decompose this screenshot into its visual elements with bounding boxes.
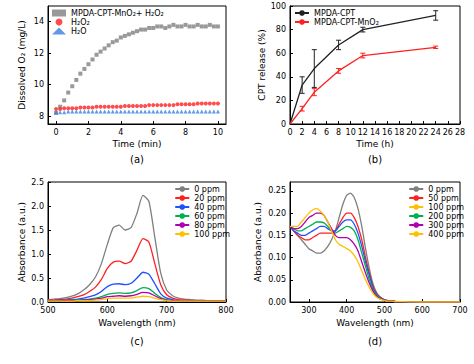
svg-text:0: 0: [281, 120, 286, 129]
svg-text:Absorbance (a.u.): Absorbance (a.u.): [17, 202, 27, 282]
svg-text:16: 16: [382, 128, 392, 137]
svg-text:H₂O: H₂O: [71, 27, 87, 36]
svg-text:(d): (d): [368, 336, 382, 347]
svg-text:20: 20: [276, 96, 286, 105]
svg-text:200 ppm: 200 ppm: [428, 212, 464, 221]
svg-text:50 ppm: 50 ppm: [428, 194, 459, 203]
svg-text:0.10: 0.10: [268, 253, 286, 262]
svg-text:0 ppm: 0 ppm: [428, 185, 454, 194]
svg-text:500: 500: [377, 306, 392, 315]
svg-text:8: 8: [183, 128, 188, 137]
svg-text:Wavelength (nm): Wavelength (nm): [336, 318, 414, 328]
svg-text:Wavelength (nm): Wavelength (nm): [98, 318, 176, 328]
svg-text:500: 500: [40, 306, 55, 315]
svg-text:300: 300: [301, 306, 316, 315]
svg-text:Time (h): Time (h): [355, 139, 394, 149]
svg-text:4: 4: [118, 128, 123, 137]
svg-text:800: 800: [218, 306, 233, 315]
svg-text:0 ppm: 0 ppm: [194, 185, 220, 194]
svg-text:0.5: 0.5: [31, 274, 44, 283]
svg-text:Dissolved O₂ (mg/L): Dissolved O₂ (mg/L): [17, 20, 27, 109]
svg-text:80 ppm: 80 ppm: [194, 221, 225, 230]
svg-text:2.5: 2.5: [31, 178, 44, 187]
svg-text:8: 8: [39, 112, 44, 121]
svg-text:400: 400: [339, 306, 354, 315]
svg-text:700: 700: [159, 306, 174, 315]
svg-text:10: 10: [34, 80, 44, 89]
svg-text:24: 24: [431, 128, 441, 137]
svg-text:12: 12: [34, 49, 44, 58]
svg-text:40 ppm: 40 ppm: [194, 203, 225, 212]
svg-text:60: 60: [276, 49, 286, 58]
svg-text:100: 100: [271, 2, 286, 11]
svg-text:40: 40: [276, 72, 286, 81]
svg-text:18: 18: [394, 128, 404, 137]
svg-text:(c): (c): [130, 336, 143, 347]
svg-text:Absorbance (a.u.): Absorbance (a.u.): [253, 202, 263, 282]
svg-text:0: 0: [54, 128, 59, 137]
svg-text:100 ppm: 100 ppm: [194, 230, 230, 239]
svg-text:0.15: 0.15: [268, 231, 286, 240]
svg-text:22: 22: [418, 128, 428, 137]
svg-text:28: 28: [455, 128, 465, 137]
svg-text:0.20: 0.20: [268, 209, 286, 218]
svg-text:80: 80: [276, 25, 286, 34]
svg-text:300 ppm: 300 ppm: [428, 221, 464, 230]
svg-text:6: 6: [324, 128, 329, 137]
svg-text:2.0: 2.0: [31, 202, 44, 211]
svg-text:20 ppm: 20 ppm: [194, 194, 225, 203]
svg-text:14: 14: [34, 17, 44, 26]
svg-text:Time (min): Time (min): [112, 139, 162, 149]
svg-text:(b): (b): [368, 154, 382, 165]
svg-text:10: 10: [346, 128, 356, 137]
svg-text:14: 14: [370, 128, 380, 137]
svg-text:700: 700: [452, 306, 467, 315]
svg-text:600: 600: [100, 306, 115, 315]
svg-text:CPT release (%): CPT release (%): [257, 29, 267, 100]
svg-text:12: 12: [358, 128, 368, 137]
svg-text:0.05: 0.05: [268, 275, 286, 284]
svg-text:MPDA-CPT: MPDA-CPT: [314, 9, 355, 18]
svg-text:10: 10: [213, 128, 223, 137]
svg-text:1.0: 1.0: [31, 250, 44, 259]
svg-text:2: 2: [86, 128, 91, 137]
svg-text:MPDA-CPT-MnO₂+ H₂O₂: MPDA-CPT-MnO₂+ H₂O₂: [71, 9, 164, 18]
svg-text:20: 20: [406, 128, 416, 137]
svg-text:60 ppm: 60 ppm: [194, 212, 225, 221]
svg-text:6: 6: [151, 128, 156, 137]
svg-text:100 ppm: 100 ppm: [428, 203, 464, 212]
svg-text:2: 2: [300, 128, 305, 137]
svg-text:0.00: 0.00: [268, 298, 286, 307]
svg-text:0: 0: [287, 128, 292, 137]
svg-text:400 ppm: 400 ppm: [428, 230, 464, 239]
svg-text:0.25: 0.25: [268, 186, 286, 195]
svg-text:1.5: 1.5: [31, 226, 44, 235]
svg-text:600: 600: [415, 306, 430, 315]
svg-text:8: 8: [336, 128, 341, 137]
svg-text:26: 26: [443, 128, 453, 137]
svg-text:4: 4: [312, 128, 317, 137]
svg-text:MPDA-CPT-MnO₂: MPDA-CPT-MnO₂: [314, 18, 379, 27]
svg-text:(a): (a): [130, 154, 144, 165]
svg-text:H₂O₂: H₂O₂: [71, 18, 90, 27]
svg-text:0.0: 0.0: [31, 297, 44, 307]
